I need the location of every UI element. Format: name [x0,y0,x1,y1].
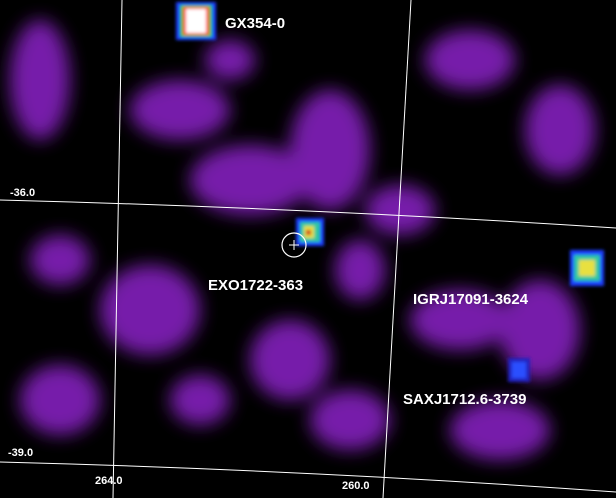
ra-label: 264.0 [95,475,123,487]
source-label: IGRJ17091-3624 [413,291,529,308]
sky-image: GX354-0 EXO1722-363 IGRJ17091-3624 SAXJ1… [0,0,616,498]
ra-label: 260.0 [342,480,370,492]
source-label: SAXJ1712.6-3739 [403,391,526,408]
source-label: GX354-0 [225,15,285,32]
page: GX354-0 EXO1722-363 IGRJ17091-3624 SAXJ1… [0,0,616,498]
dec-label: -39.0 [8,447,33,459]
source-label: EXO1722-363 [208,277,303,294]
dec-label: -36.0 [10,187,35,199]
